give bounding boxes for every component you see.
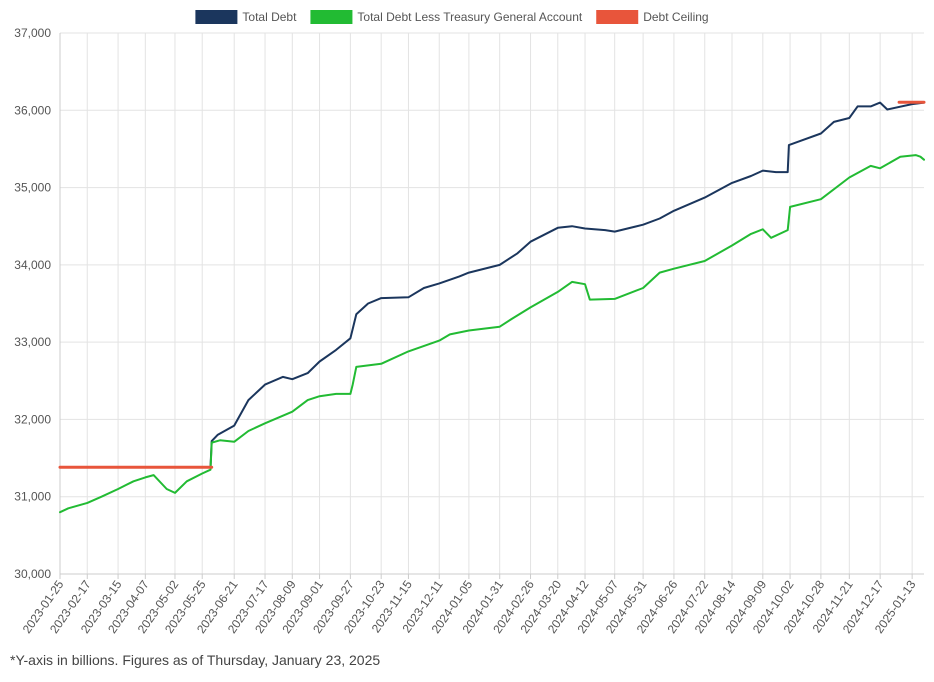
debt-line-chart: 30,000 31,000 32,000 33,000 34,000 35,000 36,0… — [14, 10, 926, 636]
chart-footnote: *Y-axis in billions. Figures as of Thurs… — [10, 652, 381, 668]
y-tick-label: 31,000 — [14, 490, 51, 504]
grid-lines — [59, 32, 924, 575]
y-tick-label: 36,000 — [14, 103, 51, 117]
total-debt-less-treasury-general-account-series-line — [59, 154, 925, 514]
y-tick-label: 32,000 — [14, 412, 51, 426]
y-tick-label: 37,000 — [14, 26, 51, 40]
y-tick-label: 35,000 — [14, 181, 51, 195]
legend[interactable]: Total Debt Total Debt Less Treasury Gener… — [195, 10, 709, 24]
legend-item-total-debt[interactable]: Total Debt — [195, 10, 297, 24]
legend-label: Total Debt — [242, 10, 297, 24]
legend-label: Debt Ceiling — [643, 10, 708, 24]
total-debt-series-line — [59, 101, 925, 469]
legend-swatch — [310, 10, 353, 24]
legend-label: Total Debt Less Treasury General Account — [357, 10, 582, 24]
series-lines — [58, 100, 926, 514]
y-tick-label: 30,000 — [14, 567, 51, 581]
legend-swatch — [195, 10, 238, 24]
legend-item-debt-ceiling[interactable]: Debt Ceiling — [596, 10, 709, 24]
y-tick-label: 34,000 — [14, 258, 51, 272]
legend-item-total-debt-less-treasury-general-account[interactable]: Total Debt Less Treasury General Account — [310, 10, 583, 24]
legend-swatch — [596, 10, 639, 24]
y-tick-label: 33,000 — [14, 335, 51, 349]
